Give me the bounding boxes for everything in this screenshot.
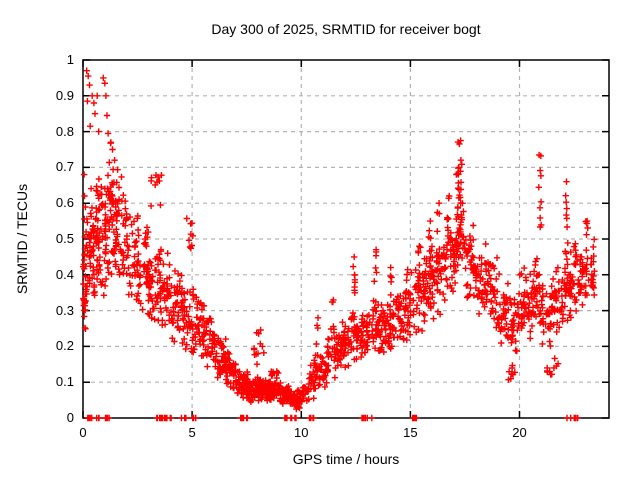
plot-border xyxy=(82,59,610,419)
y-tick-label: 0.9 xyxy=(55,87,74,103)
chart-title: Day 300 of 2025, SRMTID for receiver bog… xyxy=(211,21,481,37)
x-tick-label: 0 xyxy=(79,425,87,440)
y-tick-label: 0 xyxy=(66,410,74,425)
x-tick-label: 15 xyxy=(403,425,418,440)
x-tick-label: 20 xyxy=(512,425,527,440)
y-tick-label: 0.8 xyxy=(55,123,74,139)
y-tick-label: 0.5 xyxy=(55,231,74,246)
x-tick-label: 10 xyxy=(294,425,309,440)
y-tick-label: 0.6 xyxy=(55,195,74,211)
y-tick-label: 0.3 xyxy=(55,302,74,318)
y-tick-label: 0.4 xyxy=(55,266,74,282)
x-axis-label: GPS time / hours xyxy=(292,451,400,467)
tick-marks xyxy=(82,59,609,419)
data-points xyxy=(80,67,598,422)
y-tick-label: 1 xyxy=(66,52,74,67)
grid-lines xyxy=(83,60,609,418)
x-tick-label: 5 xyxy=(188,425,196,440)
y-tick-label: 0.2 xyxy=(55,338,74,354)
y-tick-label: 0.7 xyxy=(55,159,74,175)
y-tick-label: 0.1 xyxy=(55,374,74,390)
